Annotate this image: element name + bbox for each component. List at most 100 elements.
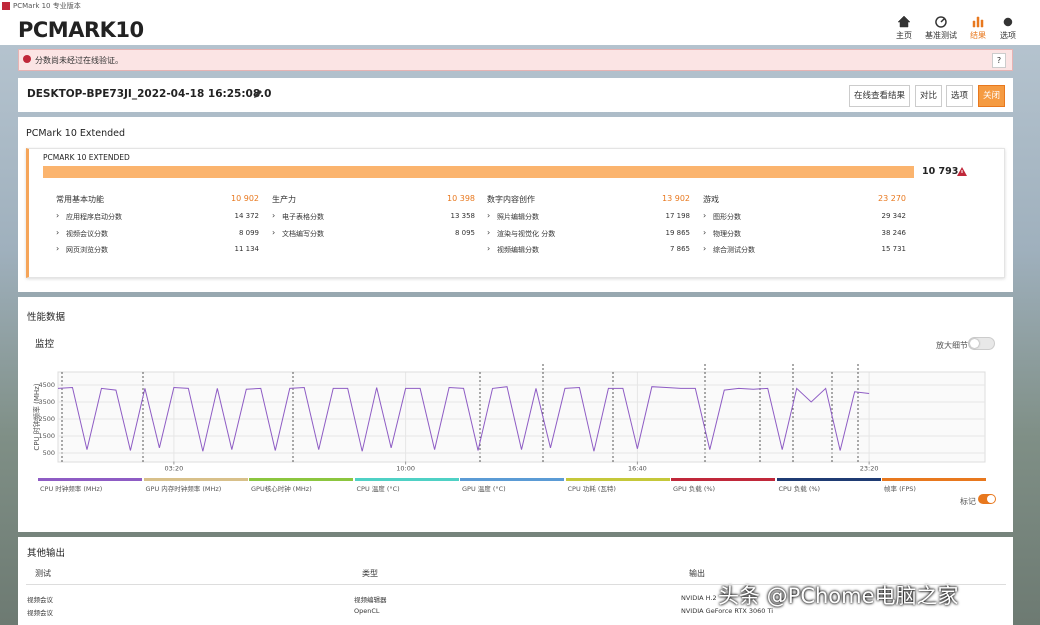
expand-arrow[interactable]: › (272, 211, 276, 220)
overall-score: 10 793 (922, 166, 959, 177)
expand-arrow[interactable]: › (487, 244, 491, 253)
legend-label: CPU 时钟频率 (MHz) (40, 485, 103, 493)
test-name: 网页浏览分数 (66, 246, 108, 254)
nav-icon (972, 16, 984, 28)
test-name: 照片编辑分数 (497, 213, 539, 221)
nav-item[interactable]: 选项 (1000, 31, 1016, 40)
table-cell: 视频会议 (27, 609, 53, 617)
other-output-title: 其他输出 (27, 548, 66, 559)
logo: PCMARK10 (18, 18, 144, 42)
table-header: 测试 (35, 569, 51, 578)
toggle-knob (970, 339, 979, 348)
nav-icon (935, 16, 947, 28)
header: PCMARK10 (0, 12, 1040, 45)
nav-icon (898, 16, 910, 28)
test-score: 38 246 (881, 228, 907, 237)
expand-arrow[interactable]: › (487, 227, 491, 237)
expand-arrow[interactable]: › (487, 211, 491, 220)
test-name: 综合测试分数 (713, 246, 755, 254)
group-name: 游戏 (703, 195, 719, 204)
legend-label: GPU 负载 (%) (673, 485, 716, 493)
test-score: 8 099 (238, 228, 259, 237)
group-score: 23 270 (878, 194, 906, 203)
result-bar: DESKTOP-BPE73JI_2022-04-18 16:25:08.0 (18, 78, 1013, 112)
expand-arrow[interactable]: › (703, 211, 707, 220)
expand-arrow[interactable]: › (56, 211, 60, 220)
action-button[interactable]: 选项 (946, 85, 974, 107)
legend-swatch (671, 478, 775, 481)
legend-label: GPU 温度 (°C) (462, 485, 506, 493)
expand-arrow[interactable]: › (272, 227, 276, 237)
test-score: 14 372 (234, 212, 260, 220)
test-score: 7 865 (669, 245, 690, 253)
legend-swatch (882, 478, 986, 481)
help-button[interactable]: ? (992, 53, 1006, 68)
other-output-panel: 其他输出 (18, 537, 1013, 625)
test-name: 物理分数 (713, 229, 741, 238)
table-cell: 视频编辑器 (354, 596, 387, 604)
legend-label: 帧率 (FPS) (884, 485, 916, 493)
card-title: PCMARK 10 EXTENDED (43, 153, 130, 162)
table-rule (26, 584, 1006, 585)
test-name: 渲染与视觉化 分数 (497, 229, 556, 238)
table-header: 输出 (689, 569, 705, 578)
edit-icon[interactable] (253, 89, 263, 99)
legend-swatch (460, 478, 564, 481)
test-name: 视频会议分数 (66, 229, 108, 238)
section-title: PCMark 10 Extended (26, 128, 126, 139)
expand-arrow[interactable]: › (703, 244, 707, 253)
table-cell: NVIDIA GeForce RTX 3060 Ti (681, 607, 774, 615)
legend-swatch (776, 478, 881, 481)
app-icon (2, 2, 10, 10)
group-score: 10 398 (447, 194, 475, 203)
nav-icon (1003, 17, 1013, 27)
legend-swatch (143, 478, 248, 481)
warning-icon (23, 55, 31, 63)
zoom-toggle-label: 放大细节 (936, 341, 968, 350)
action-button[interactable]: 对比 (915, 85, 943, 107)
test-name: 视频编辑分数 (497, 246, 539, 254)
nav-item[interactable]: 结果 (970, 31, 986, 40)
expand-arrow[interactable]: › (56, 227, 60, 237)
table-cell: NVIDIA H.2 (681, 594, 717, 602)
legend-label: GPU核心时钟 (MHz) (251, 485, 312, 493)
legend-label: CPU 温度 (°C) (356, 485, 400, 493)
test-name: 文档编写分数 (282, 229, 324, 238)
window-title: PCMark 10 专业版本 (13, 2, 81, 10)
markers-toggle-label: 标记 (960, 497, 976, 506)
legend-swatch (249, 478, 353, 481)
monitor-title: 监控 (35, 339, 55, 350)
table-cell: 视频会议 (27, 596, 53, 604)
expand-arrow[interactable]: › (703, 227, 707, 237)
zoom-toggle[interactable] (968, 337, 995, 350)
score-card: PCMARK 10 EXTENDED 10 793 (26, 148, 1005, 278)
legend-swatch (565, 478, 670, 481)
legend-label: GPU 内存时钟频率 (MHz) (145, 485, 222, 493)
group-name: 常用基本功能 (56, 195, 104, 204)
warning-text: 分数尚未经过在线验证。 (35, 56, 123, 65)
test-score: 13 358 (450, 212, 476, 220)
title-bar: PCMark 10 专业版本 (0, 0, 1040, 12)
legend-swatch (354, 478, 459, 481)
test-name: 图形分数 (713, 213, 741, 221)
expand-arrow[interactable]: › (56, 244, 60, 253)
legend-label: CPU 功耗 (瓦特) (567, 485, 616, 493)
legend-swatch (38, 478, 142, 481)
score-bar (43, 166, 914, 178)
test-score: 15 731 (881, 245, 907, 253)
action-button[interactable]: 在线查看结果 (849, 85, 911, 107)
markers-toggle[interactable] (978, 494, 996, 504)
nav-item[interactable]: 主页 (896, 31, 912, 40)
action-button[interactable]: 关闭 (978, 85, 1006, 107)
nav-item[interactable]: 基准测试 (925, 31, 957, 40)
test-score: 8 095 (454, 228, 475, 237)
group-name: 生产力 (272, 195, 296, 204)
toggle-knob (987, 495, 995, 503)
group-name: 数字内容创作 (487, 195, 535, 204)
result-name: DESKTOP-BPE73JI_2022-04-18 16:25:08.0 (27, 88, 272, 100)
performance-title: 性能数据 (27, 312, 66, 323)
performance-panel: 性能数据 监控 放大细节 标记 (18, 297, 1013, 532)
test-name: 电子表格分数 (282, 213, 324, 221)
watermark: 头条 @PChome电脑之家 (718, 584, 959, 608)
